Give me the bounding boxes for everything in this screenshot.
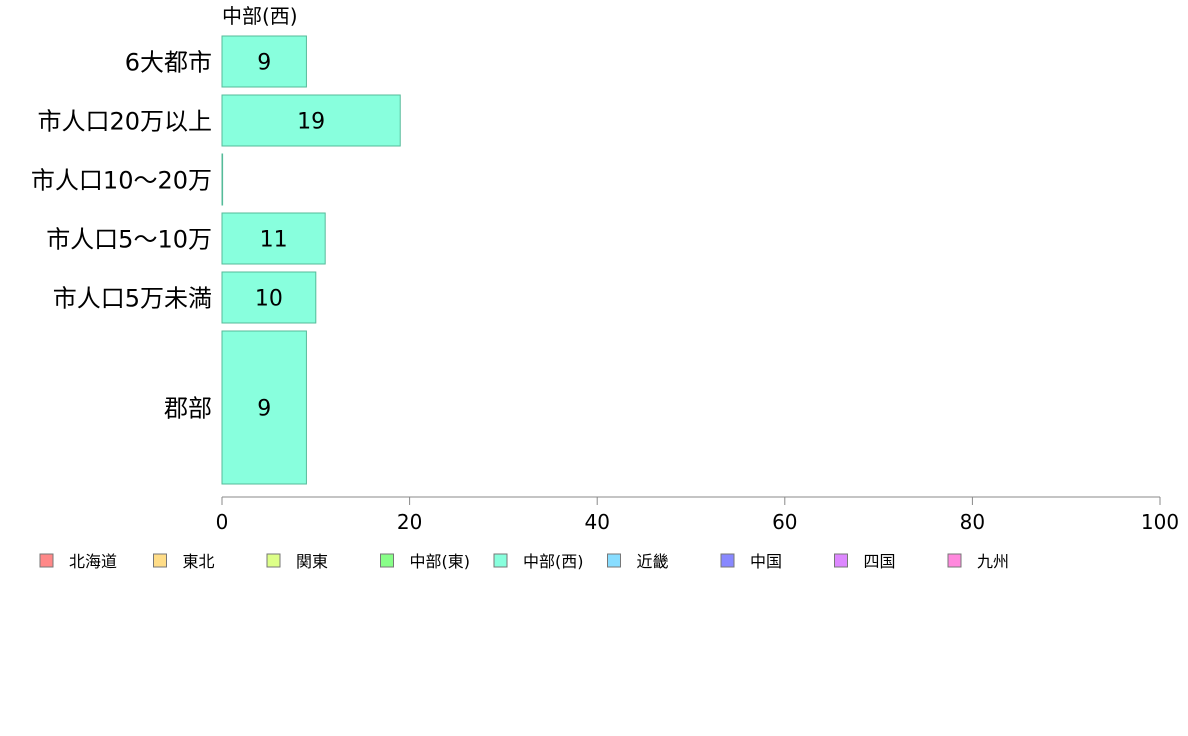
legend-label-7: 四国: [864, 552, 896, 571]
legend: 北海道 東北 関東 中部(東) 中部(西) 近畿 中国 四国 九州: [39, 552, 1009, 571]
legend-swatch-2: [266, 553, 281, 568]
category-label-1: 市人口20万以上: [37, 108, 212, 136]
legend-label-3: 中部(東): [410, 552, 471, 571]
bar-value-label-5: 9: [257, 397, 271, 422]
bar-5: [221, 330, 307, 485]
legend-label-4: 中部(西): [523, 552, 584, 571]
legend-swatch-0: [39, 553, 54, 568]
category-label-5: 郡部: [164, 395, 212, 423]
x-tick-label-5: 100: [1141, 510, 1179, 534]
bar-value-label-0: 9: [257, 51, 271, 76]
legend-swatch-7: [834, 553, 848, 568]
x-tick-label-0: 0: [216, 510, 229, 534]
legend-label-2: 関東: [296, 552, 328, 571]
x-tick-label-4: 80: [960, 510, 985, 534]
legend-swatch-3: [380, 553, 394, 568]
category-label-0: 6大都市: [125, 49, 212, 77]
bar-0: [221, 35, 307, 88]
bar-2: [221, 153, 224, 206]
bar-3: [221, 212, 326, 265]
legend-swatch-1: [153, 553, 167, 568]
x-tick-label-3: 60: [772, 510, 797, 534]
legend-swatch-5: [607, 553, 621, 568]
legend-label-6: 中国: [750, 552, 782, 571]
bar-value-label-3: 11: [260, 228, 288, 253]
x-tick-label-1: 20: [397, 510, 422, 534]
legend-label-8: 九州: [977, 552, 1009, 571]
bar-4: [221, 271, 317, 324]
chart-title: 中部(西): [222, 4, 298, 28]
category-label-2: 市人口10〜20万: [31, 167, 212, 195]
x-tick-label-2: 40: [584, 510, 609, 534]
category-label-4: 市人口5万未満: [53, 285, 212, 313]
bar-value-label-1: 19: [297, 110, 325, 135]
legend-label-5: 近畿: [637, 552, 669, 571]
legend-label-1: 東北: [183, 552, 215, 571]
legend-label-0: 北海道: [69, 552, 117, 571]
legend-swatch-8: [947, 553, 962, 568]
x-axis: 0 20 40 60 80 100: [216, 496, 1179, 534]
bar-value-label-4: 10: [255, 287, 283, 312]
legend-swatch-6: [720, 553, 735, 568]
bars-group: 9 19 11 10 9: [221, 35, 401, 485]
bar-1: [221, 94, 401, 147]
legend-swatch-4: [493, 553, 508, 568]
category-label-3: 市人口5〜10万: [46, 226, 212, 254]
